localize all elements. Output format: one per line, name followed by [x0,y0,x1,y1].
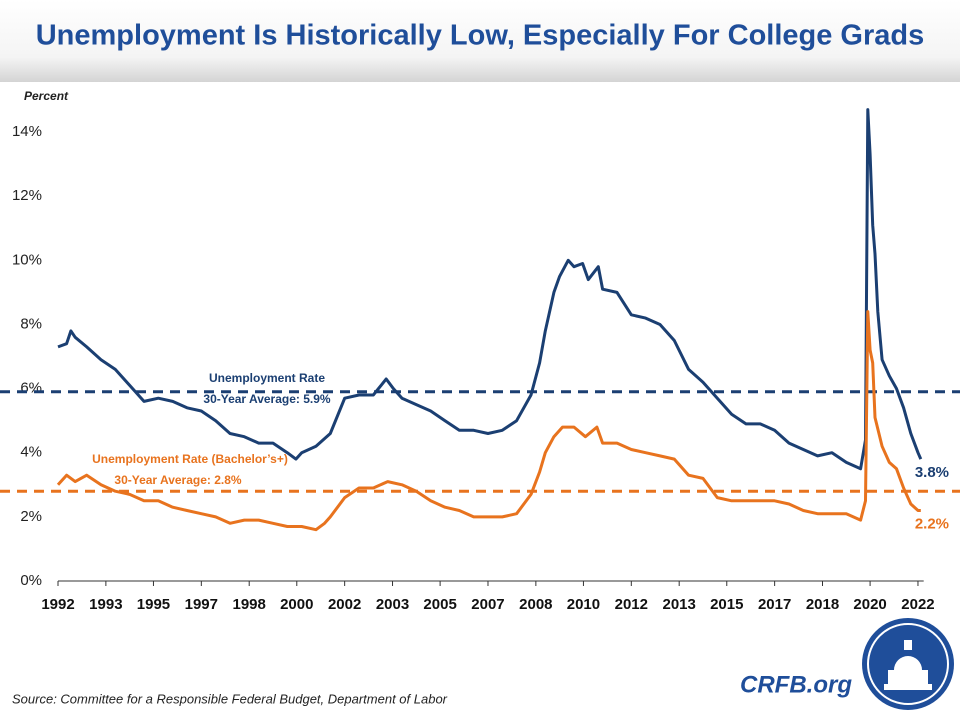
x-tick-label: 2018 [806,596,839,613]
x-tick-label: 2010 [567,596,600,613]
x-tick-label: 1995 [137,596,170,613]
logo [862,618,954,710]
x-tick-label: 2008 [519,596,552,613]
end-label: 3.8% [915,464,949,481]
series-line [57,108,923,471]
x-tick-label: 2003 [376,596,409,613]
x-tick-label: 1992 [41,596,74,613]
x-tick-label: 1998 [233,596,266,613]
x-tick-label: 1993 [89,596,122,613]
header-band [0,0,960,82]
logo-capitol [884,640,932,690]
x-tick-label: 2005 [423,596,456,613]
y-tick-label: 2% [20,508,42,525]
x-tick-label: 2022 [901,596,934,613]
series-label: Unemployment Rate (Bachelor’s+) [92,452,288,466]
y-tick-label: 12% [12,187,42,204]
series-label: Unemployment Rate [209,371,325,385]
brand: CRFB.org [740,671,852,698]
x-tick-label: 2013 [662,596,695,613]
x-tick-label: 2007 [471,596,504,613]
y-axis-label: Percent [24,89,69,103]
x-tick-label: 1997 [185,596,218,613]
end-label: 2.2% [915,515,949,532]
y-tick-label: 0% [20,572,42,589]
y-tick-label: 14% [12,123,42,140]
x-tick-label: 2000 [280,596,313,613]
logo-ring [867,623,949,705]
average-label: 30-Year Average: 2.8% [114,473,242,487]
y-tick-label: 4% [20,444,42,461]
chart-title: Unemployment Is Historically Low, Especi… [36,20,925,52]
x-tick-label: 2017 [758,596,791,613]
x-tick-label: 2020 [853,596,886,613]
y-tick-label: 10% [12,251,42,268]
series-line [56,310,921,532]
y-tick-label: 8% [20,315,42,332]
x-tick-label: 2012 [615,596,648,613]
average-label: 30-Year Average: 5.9% [203,392,331,406]
x-tick-label: 2002 [328,596,361,613]
x-tick-label: 2015 [710,596,743,613]
source-note: Source: Committee for a Responsible Fede… [12,691,448,706]
y-tick-label: 6% [20,380,42,397]
